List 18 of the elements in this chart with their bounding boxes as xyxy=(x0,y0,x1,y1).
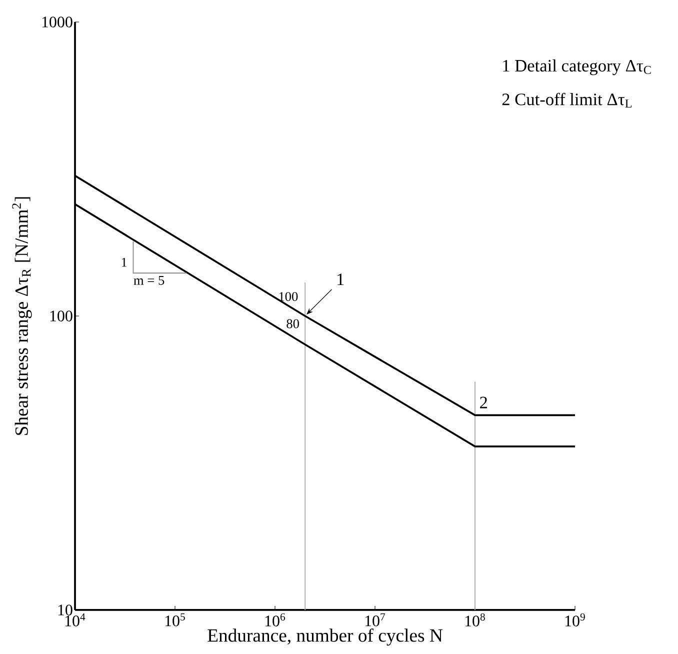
x-tick-label: 10$^{7}$ xyxy=(365,613,386,626)
annotation: 2 xyxy=(480,396,487,408)
annotation: 1 xyxy=(122,258,127,267)
x-tick-label: 10$^{6}$ xyxy=(265,613,286,626)
annotation: 1 xyxy=(338,274,344,286)
annotation: 80 xyxy=(286,319,300,328)
x-tick-label: 10$^{9}$ xyxy=(565,613,585,626)
annotation: 1 Detail category Δτ$_{C}$ xyxy=(503,59,651,76)
y-axis-title: Shear stress range Δτ$_{R}$ [N/mm$^{2}$] xyxy=(12,197,32,435)
x-axis-title: Endurance, number of cycles N xyxy=(208,628,442,646)
annotation: 100 xyxy=(279,292,298,302)
y-tick-label: 1000 xyxy=(42,16,72,28)
y-tick-label: 10 xyxy=(58,604,72,616)
x-tick-label: 10$^{8}$ xyxy=(465,613,485,626)
y-tick-label: 100 xyxy=(50,310,72,322)
x-tick-label: 10$^{5}$ xyxy=(165,613,185,626)
annotation: 2 Cut-off limit Δτ$_{L}$ xyxy=(502,92,632,108)
annotation: m = 5 xyxy=(134,276,164,285)
